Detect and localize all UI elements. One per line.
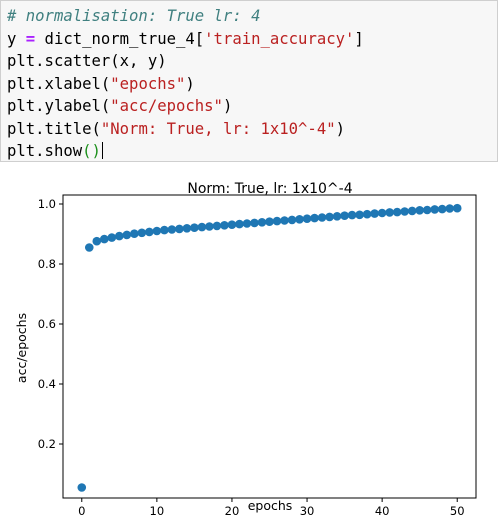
data-point	[295, 215, 304, 224]
data-point	[227, 220, 237, 229]
data-point	[362, 209, 372, 219]
data-point	[235, 219, 244, 229]
y-tick-label: 0.2	[38, 437, 56, 451]
data-point	[280, 216, 289, 225]
code-token: plt.xlabel(	[7, 74, 111, 93]
code-token: ]	[354, 29, 364, 48]
data-point	[325, 212, 334, 222]
code-line: y = dict_norm_true_4['train_accuracy']	[7, 28, 364, 51]
data-point	[100, 234, 109, 244]
data-point	[452, 203, 462, 213]
data-point	[152, 226, 162, 236]
data-point	[92, 236, 102, 246]
data-point	[145, 227, 154, 237]
code-editor[interactable]: # normalisation: True lr: 4 y = dict_norm…	[7, 5, 364, 163]
code-token: =	[25, 29, 36, 48]
code-token: dict_norm_true_4[	[35, 29, 205, 48]
data-point	[355, 210, 364, 220]
y-axis-ticks: 0.2 0.4 0.6 0.8 1.0	[38, 197, 63, 451]
data-point	[107, 233, 117, 242]
data-point	[287, 215, 297, 225]
data-point	[84, 243, 94, 252]
data-point	[302, 214, 312, 223]
data-point	[77, 483, 87, 492]
data-point	[205, 222, 214, 231]
x-axis-label: epochs	[248, 498, 293, 513]
code-token: y	[7, 29, 26, 48]
data-point	[422, 205, 432, 215]
code-line: # normalisation: True lr: 4	[7, 5, 364, 28]
data-point	[347, 210, 357, 220]
x-tick-label: 0	[78, 504, 85, 516]
scatter-plot: Norm: True, lr: 1x10^-4 0 10 20 30 40 50 0.20…	[14, 181, 477, 518]
data-point	[340, 211, 349, 220]
code-token: "acc/epochs"	[110, 97, 223, 115]
y-tick-label: 0.6	[38, 317, 56, 331]
code-line: plt.ylabel("acc/epochs")	[7, 95, 364, 118]
x-tick-label: 50	[450, 504, 465, 516]
data-point	[310, 213, 319, 223]
data-point	[160, 225, 169, 235]
y-axis-label: acc/epochs	[14, 313, 29, 383]
cell-output: Norm: True, lr: 1x10^-4 0 10 20 30 40 50 0.2 0…	[0, 168, 498, 518]
data-point	[377, 208, 387, 218]
data-points	[77, 203, 462, 492]
data-point	[332, 212, 342, 221]
data-point	[197, 222, 207, 232]
code-token: 'train_accuracy'	[204, 29, 355, 48]
chart-title: Norm: True, lr: 1x10^-4	[187, 181, 352, 197]
data-point	[250, 218, 259, 228]
data-point	[430, 205, 440, 214]
code-token: plt.scatter(x, y)	[7, 52, 167, 70]
x-tick-label: 30	[300, 504, 315, 516]
text-cursor	[101, 142, 103, 159]
x-tick-label: 20	[225, 504, 240, 516]
code-token: )	[185, 74, 195, 93]
data-point	[407, 206, 417, 216]
code-token: ()	[82, 142, 101, 160]
data-point	[272, 216, 282, 226]
code-token: "Norm: True, lr: 1x10^-4"	[100, 119, 336, 138]
data-point	[400, 207, 409, 216]
code-line: plt.xlabel("epochs")	[7, 73, 364, 96]
x-tick-label: 10	[150, 504, 165, 516]
data-point	[385, 208, 394, 217]
y-tick-label: 0.4	[38, 377, 56, 391]
y-tick-label: 0.8	[38, 257, 56, 271]
data-point	[212, 221, 222, 231]
data-point	[415, 206, 424, 215]
code-token: "epochs"	[110, 74, 186, 93]
data-point	[437, 204, 447, 214]
code-token: )	[335, 119, 345, 138]
data-point	[265, 217, 274, 226]
code-line: plt.title("Norm: True, lr: 1x10^-4")	[7, 118, 364, 141]
code-token: plt.ylabel(	[7, 97, 111, 115]
data-point	[122, 230, 132, 240]
data-point	[190, 223, 199, 232]
data-point	[137, 228, 147, 238]
data-point	[182, 224, 192, 233]
code-token: # normalisation: True lr: 4	[7, 7, 261, 25]
data-point	[392, 207, 402, 217]
code-token: plt.show	[7, 142, 83, 160]
data-point	[370, 209, 379, 218]
x-axis-ticks: 0 10 20 30 40 50	[78, 498, 465, 518]
data-point	[130, 229, 139, 238]
code-token: )	[222, 97, 233, 115]
code-token: plt.title(	[7, 119, 101, 138]
plot-frame	[62, 194, 477, 499]
data-point	[257, 218, 267, 227]
data-point	[220, 221, 229, 230]
data-point	[317, 213, 327, 222]
data-point	[115, 231, 124, 241]
y-tick-label: 1.0	[38, 197, 56, 211]
code-cell[interactable]: # normalisation: True lr: 4 y = dict_norm…	[0, 0, 498, 162]
data-point	[445, 204, 455, 213]
x-tick-label: 40	[375, 504, 390, 516]
data-point	[175, 224, 184, 234]
data-point	[167, 225, 177, 234]
code-line: plt.show()	[7, 140, 364, 163]
data-point	[242, 219, 252, 228]
code-line: plt.scatter(x, y)	[7, 50, 364, 73]
